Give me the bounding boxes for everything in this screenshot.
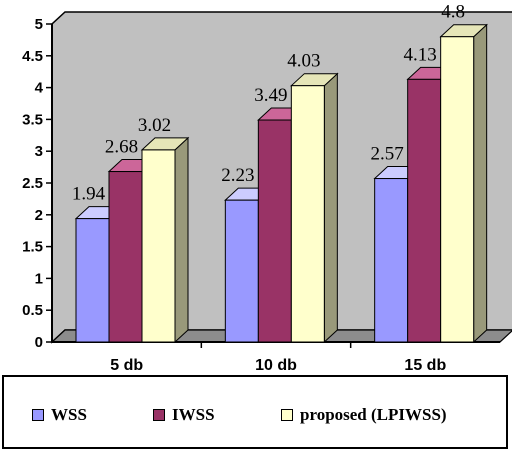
legend-swatch-proposed: [281, 409, 293, 421]
x-category-label: 5 db: [110, 357, 143, 374]
bar-side-proposed: [174, 136, 189, 344]
data-label: 3.49: [254, 85, 287, 106]
y-tick-label: 0: [35, 334, 43, 351]
x-category-label: 15 db: [404, 357, 446, 374]
legend: WSS IWSS proposed (LPIWSS): [2, 375, 508, 449]
y-tick-label: 1.5: [22, 239, 43, 256]
bar-iwss: [257, 119, 292, 343]
legend-label-wss: WSS: [51, 405, 87, 424]
bar-side-proposed: [323, 72, 338, 344]
legend-item-proposed: proposed (LPIWSS): [281, 405, 447, 425]
y-tick-label: 0.5: [22, 302, 43, 319]
legend-item-wss: WSS: [32, 405, 87, 425]
legend-item-iwss: IWSS: [153, 405, 215, 425]
bar-side-proposed: [473, 23, 488, 344]
bar-proposed: [440, 36, 475, 343]
x-category-label: 10 db: [255, 357, 297, 374]
y-tick-label: 2.5: [22, 175, 43, 192]
y-tick-label: 4: [35, 80, 44, 97]
data-label: 4.13: [404, 44, 437, 65]
bar-iwss: [108, 171, 143, 343]
data-label: 2.68: [105, 137, 138, 158]
y-tick-label: 3.5: [22, 111, 43, 128]
bar-proposed: [290, 85, 325, 343]
y-tick-label: 5: [35, 16, 43, 33]
bar-wss: [374, 178, 409, 343]
legend-label-iwss: IWSS: [172, 405, 215, 424]
bar-iwss: [407, 78, 442, 343]
bar-wss: [75, 218, 110, 343]
legend-swatch-iwss: [153, 409, 165, 421]
bar-wss: [224, 199, 259, 343]
legend-label-proposed: proposed (LPIWSS): [300, 405, 447, 424]
y-tick-label: 3: [35, 143, 43, 160]
bar-chart: 0 0.5 1 1.5 2 2.5 3 3.5 4 4.5 5 1.94 2.683.02 5 db 2.2…: [22, 2, 512, 374]
bar-proposed: [141, 149, 176, 343]
y-tick-label: 2: [35, 207, 43, 224]
data-label: 3.02: [138, 115, 171, 136]
data-label: 1.94: [72, 184, 106, 205]
y-tick-label: 4.5: [22, 48, 43, 65]
data-label: 4.03: [287, 51, 320, 72]
y-tick-label: 1: [35, 270, 43, 287]
data-label: 2.57: [371, 144, 404, 165]
legend-swatch-wss: [32, 409, 44, 421]
data-label: 2.23: [221, 165, 254, 186]
data-label: 4.8: [441, 2, 465, 23]
